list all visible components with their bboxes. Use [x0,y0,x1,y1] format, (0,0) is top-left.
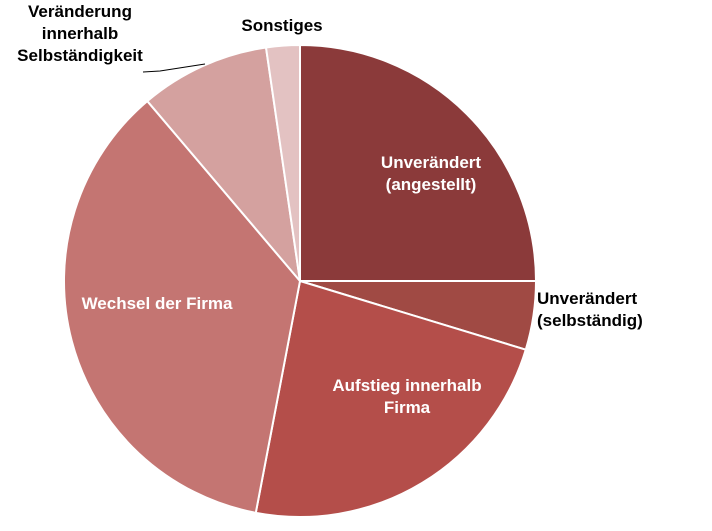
slice-label-line: (angestellt) [386,175,477,194]
slice-label-3: Aufstieg innerhalb Firma [332,376,481,417]
leader-line-5 [142,63,206,73]
slice-label-line: Firma [384,398,431,417]
slice-label-line: Unverändert [381,153,481,172]
pie-slice-1 [299,44,537,282]
slice-label-line: Veränderung [28,2,132,21]
slice-label-6: Sonstiges [241,16,322,35]
pie-slice-6 [265,44,301,282]
slice-label-line: Unverändert [537,289,637,308]
slice-label-line: Aufstieg innerhalb [332,376,481,395]
pie-slice-4 [63,100,301,514]
slice-label-line: innerhalb [42,24,119,43]
slice-label-5: Veränderung innerhalb Selbständigkeit [17,2,143,65]
slice-label-4: Wechsel der Firma [82,294,233,313]
slice-label-1: Unverändert (angestellt) [381,153,481,194]
pie-slice-5 [146,46,301,282]
slice-label-2: Unverändert (selbständig) [537,289,643,330]
slice-label-line: Sonstiges [241,16,322,35]
slice-label-line: Selbständigkeit [17,46,143,65]
pie-slice-3 [254,280,527,518]
slice-label-line: Wechsel der Firma [82,294,233,313]
slice-label-line: (selbständig) [537,311,643,330]
